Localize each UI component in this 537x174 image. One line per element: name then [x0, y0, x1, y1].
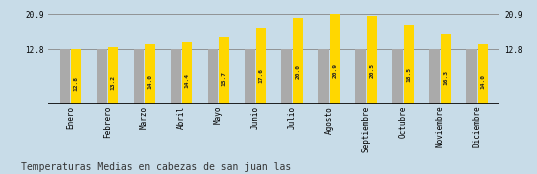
Text: 17.6: 17.6 [259, 68, 264, 83]
Bar [318, 49, 329, 104]
Text: 12.8: 12.8 [74, 76, 79, 91]
Bar [430, 49, 440, 104]
Text: 13.2: 13.2 [111, 75, 115, 90]
Text: 20.5: 20.5 [369, 63, 374, 78]
Bar [478, 44, 488, 104]
Bar [330, 14, 340, 104]
Bar [441, 34, 451, 104]
Text: 15.7: 15.7 [222, 71, 227, 86]
Text: 16.3: 16.3 [444, 70, 448, 85]
Bar [145, 44, 155, 104]
Bar [108, 48, 118, 104]
Text: 18.5: 18.5 [407, 66, 411, 82]
Bar [97, 49, 107, 104]
Bar [182, 42, 192, 104]
Bar [207, 49, 218, 104]
Text: Temperaturas Medias en cabezas de san juan las: Temperaturas Medias en cabezas de san ju… [21, 162, 292, 172]
Text: 20.0: 20.0 [295, 64, 301, 79]
Text: 14.0: 14.0 [481, 74, 485, 89]
Text: 14.0: 14.0 [148, 74, 153, 89]
Bar [219, 37, 229, 104]
Bar [293, 18, 303, 104]
Bar [404, 25, 414, 104]
Bar [60, 49, 70, 104]
Bar [134, 49, 144, 104]
Bar [256, 28, 266, 104]
Bar [367, 16, 377, 104]
Bar [281, 49, 292, 104]
Text: 20.9: 20.9 [332, 63, 338, 78]
Bar [244, 49, 255, 104]
Bar [393, 49, 403, 104]
Text: 14.4: 14.4 [185, 73, 190, 88]
Bar [71, 49, 82, 104]
Bar [355, 49, 366, 104]
Bar [171, 49, 181, 104]
Bar [466, 49, 477, 104]
